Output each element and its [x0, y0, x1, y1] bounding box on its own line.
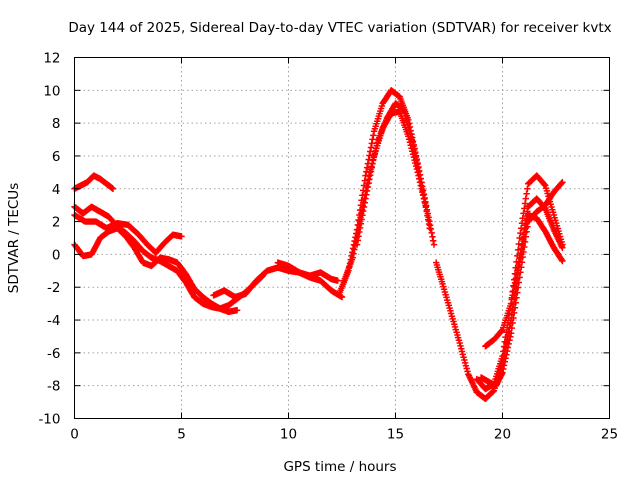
- x-tick-label: 25: [601, 427, 618, 443]
- axis-ticks: [74, 57, 610, 419]
- x-axis-label: GPS time / hours: [283, 459, 396, 475]
- scatter-points: [353, 108, 429, 248]
- scatter-points: [71, 225, 241, 315]
- y-tick-label: 8: [52, 116, 61, 132]
- series-track-f: [274, 259, 346, 301]
- y-tick-label: 0: [52, 247, 61, 263]
- scatter-points: [477, 179, 566, 389]
- y-tick-label: -6: [47, 346, 60, 362]
- y-tick-label: 4: [52, 182, 61, 198]
- x-tick-label: 0: [70, 427, 79, 443]
- data-marks: [71, 87, 566, 402]
- x-tick-label: 15: [387, 427, 404, 443]
- x-tick-label: 5: [177, 427, 186, 443]
- plot-frame: [74, 57, 610, 419]
- y-tick-label: -4: [47, 313, 60, 329]
- y-tick-labels: -10 -8 -6 -4 -2 0 2 4 6 8 10 12: [38, 51, 60, 428]
- y-axis-label: SDTVAR / TECUs: [6, 183, 22, 293]
- series-track-m: [477, 179, 566, 389]
- x-tick-label: 20: [494, 427, 511, 443]
- y-tick-label: -2: [47, 280, 60, 296]
- y-tick-label: 6: [52, 149, 61, 165]
- grid: [74, 57, 610, 419]
- series-track-i: [353, 108, 429, 248]
- x-tick-label: 10: [280, 427, 297, 443]
- y-tick-label: 10: [43, 83, 60, 99]
- y-tick-label: -10: [38, 412, 60, 428]
- y-tick-label: 12: [43, 51, 60, 67]
- x-tick-labels: 0 5 10 15 20 25: [70, 427, 618, 443]
- y-tick-label: 2: [52, 215, 61, 231]
- chart-title: Day 144 of 2025, Sidereal Day-to-day VTE…: [68, 20, 611, 36]
- scatter-points: [274, 259, 346, 301]
- y-tick-label: -8: [47, 379, 60, 395]
- series-track-c: [71, 225, 241, 315]
